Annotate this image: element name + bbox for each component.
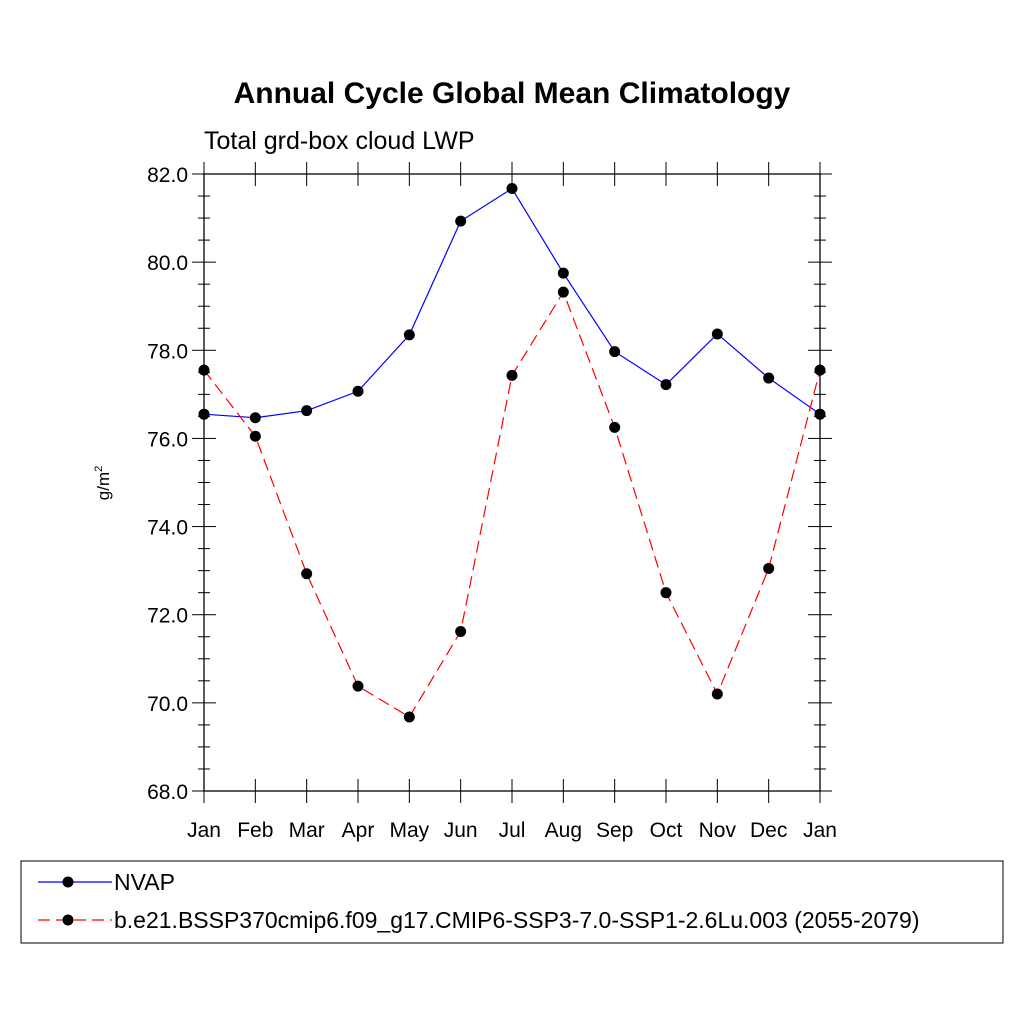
series-lines [203, 187, 821, 718]
y-axis-label: g/m2 [93, 466, 113, 500]
data-point-series-1 [249, 412, 261, 424]
y-tick-label: 76.0 [147, 428, 188, 451]
data-point-series-2 [506, 369, 518, 381]
data-point-series-1 [814, 408, 826, 420]
data-point-series-1 [352, 385, 364, 397]
data-point-series-1 [301, 405, 313, 417]
data-point-series-1 [557, 267, 569, 279]
x-tick-label: May [389, 819, 429, 842]
y-tick-labels: 68.0 70.0 72.0 74.0 76.0 78.0 80.0 82.0 [147, 164, 188, 804]
legend: NVAP b.e21.BSSP370cmip6.f09_g17.CMIP6-SSP… [38, 869, 920, 933]
y-axis-label-superscript: 2 [93, 466, 105, 472]
y-tick-label: 68.0 [147, 781, 188, 804]
data-point-series-1 [455, 215, 467, 227]
axis-ticks [192, 162, 832, 803]
legend-marker-2 [62, 914, 74, 926]
data-point-series-1 [609, 346, 621, 358]
series-points [198, 183, 826, 723]
y-tick-label: 72.0 [147, 605, 188, 628]
x-tick-label: Jan [803, 819, 837, 842]
y-tick-label: 82.0 [147, 164, 188, 187]
x-tick-label: Oct [650, 819, 683, 842]
x-tick-label: Dec [750, 819, 787, 842]
legend-label-2: b.e21.BSSP370cmip6.f09_g17.CMIP6-SSP3-7.… [114, 907, 920, 933]
data-point-series-2 [352, 680, 364, 692]
data-point-series-2 [609, 421, 621, 433]
y-tick-label: 74.0 [147, 517, 188, 540]
data-point-series-1 [763, 372, 775, 384]
x-tick-label: Nov [699, 819, 737, 842]
data-point-series-2 [249, 430, 261, 442]
data-point-series-2 [455, 625, 467, 637]
x-tick-label: Apr [342, 819, 375, 842]
data-point-series-1 [506, 183, 518, 195]
data-point-series-1 [403, 329, 415, 341]
legend-label-1: NVAP [114, 869, 175, 895]
chart-subtitle: Total grd-box cloud LWP [204, 127, 475, 155]
x-tick-label: Jun [444, 819, 478, 842]
y-axis-label-text: g/m [94, 472, 113, 500]
x-tick-labels: Jan Feb Mar Apr May Jun Jul Aug Sep Oct Nov Dec Jan [187, 819, 837, 842]
legend-box [20, 860, 1004, 944]
data-point-series-2 [301, 568, 313, 580]
y-tick-label: 70.0 [147, 693, 188, 716]
data-point-series-2 [198, 364, 210, 376]
data-point-series-2 [403, 711, 415, 723]
plot-frame [203, 173, 821, 792]
data-point-series-2 [763, 562, 775, 574]
chart-title: Annual Cycle Global Mean Climatology [234, 77, 791, 110]
legend-marker-1 [62, 876, 74, 888]
x-tick-label: Jul [499, 819, 526, 842]
data-point-series-1 [711, 328, 723, 340]
x-tick-label: Sep [596, 819, 633, 842]
x-tick-label: Mar [289, 819, 325, 842]
series-line-2 [203, 290, 821, 718]
data-point-series-2 [660, 587, 672, 599]
x-tick-label: Aug [545, 819, 582, 842]
data-point-series-1 [198, 408, 210, 420]
x-tick-label: Feb [237, 819, 273, 842]
data-point-series-2 [557, 286, 569, 298]
y-tick-label: 80.0 [147, 252, 188, 275]
series-line-1 [203, 187, 821, 419]
x-tick-label: Jan [187, 819, 221, 842]
data-point-series-1 [660, 379, 672, 391]
y-tick-label: 78.0 [147, 340, 188, 363]
data-point-series-2 [814, 364, 826, 376]
data-point-series-2 [711, 688, 723, 700]
